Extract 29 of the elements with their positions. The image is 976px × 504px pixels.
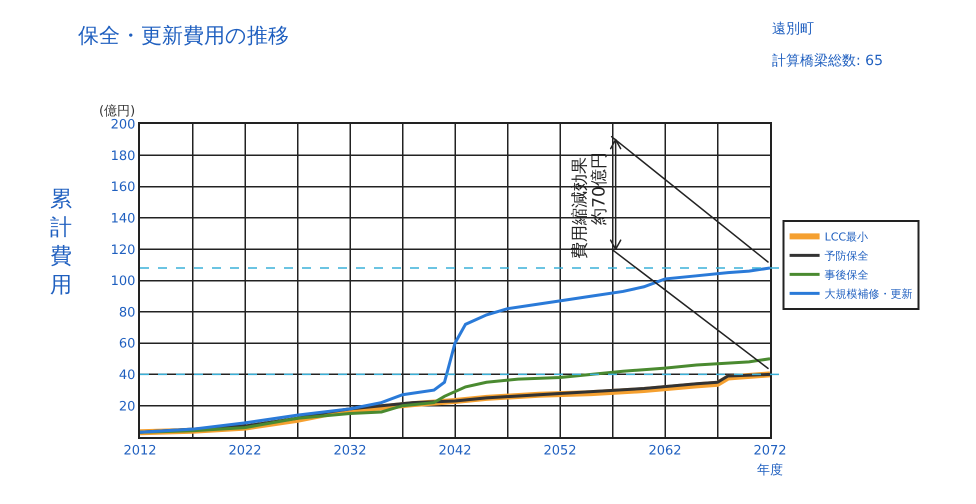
y-tick-label: 40 xyxy=(118,368,136,383)
y-tick-label: 20 xyxy=(118,399,136,414)
y-tick-label: 160 xyxy=(110,180,136,196)
y-axis-title: 累計費用 xyxy=(50,187,72,298)
line-series xyxy=(140,357,770,434)
chart-title: 保全・更新費用の推移 xyxy=(78,24,290,48)
x-tick-label: 2062 xyxy=(648,444,682,459)
text: (億円) xyxy=(99,104,136,119)
x-tick-label: 2052 xyxy=(543,444,577,459)
y-tick-label: 120 xyxy=(110,242,136,258)
y-tick-label: 100 xyxy=(110,274,136,290)
y-tick-label: 80 xyxy=(118,305,136,320)
y-tick-label: 200 xyxy=(110,118,136,133)
line-series xyxy=(140,266,770,434)
x-tick-label: 2032 xyxy=(333,444,367,459)
legend-label: 予防保全 xyxy=(824,250,869,263)
x-tick-label: 2042 xyxy=(438,444,472,459)
legend-label: LCC最小 xyxy=(824,230,868,244)
legend-label: 大規模補修・更新 xyxy=(824,288,913,301)
y-tick-label: 140 xyxy=(110,211,136,226)
chart-subtitle: 遠別町 xyxy=(772,21,814,37)
x-tick-label: 2012 xyxy=(123,444,157,459)
x-tick-label: 2072 xyxy=(753,444,787,459)
legend-label: 事後保全 xyxy=(824,268,869,282)
y-tick-label: 60 xyxy=(118,336,136,352)
x-tick-label: 2022 xyxy=(228,444,262,459)
x-axis-title: 年度 xyxy=(757,462,783,478)
text: 計算橋梁総数: 65 xyxy=(772,53,883,69)
y-tick-label: 180 xyxy=(110,148,136,164)
